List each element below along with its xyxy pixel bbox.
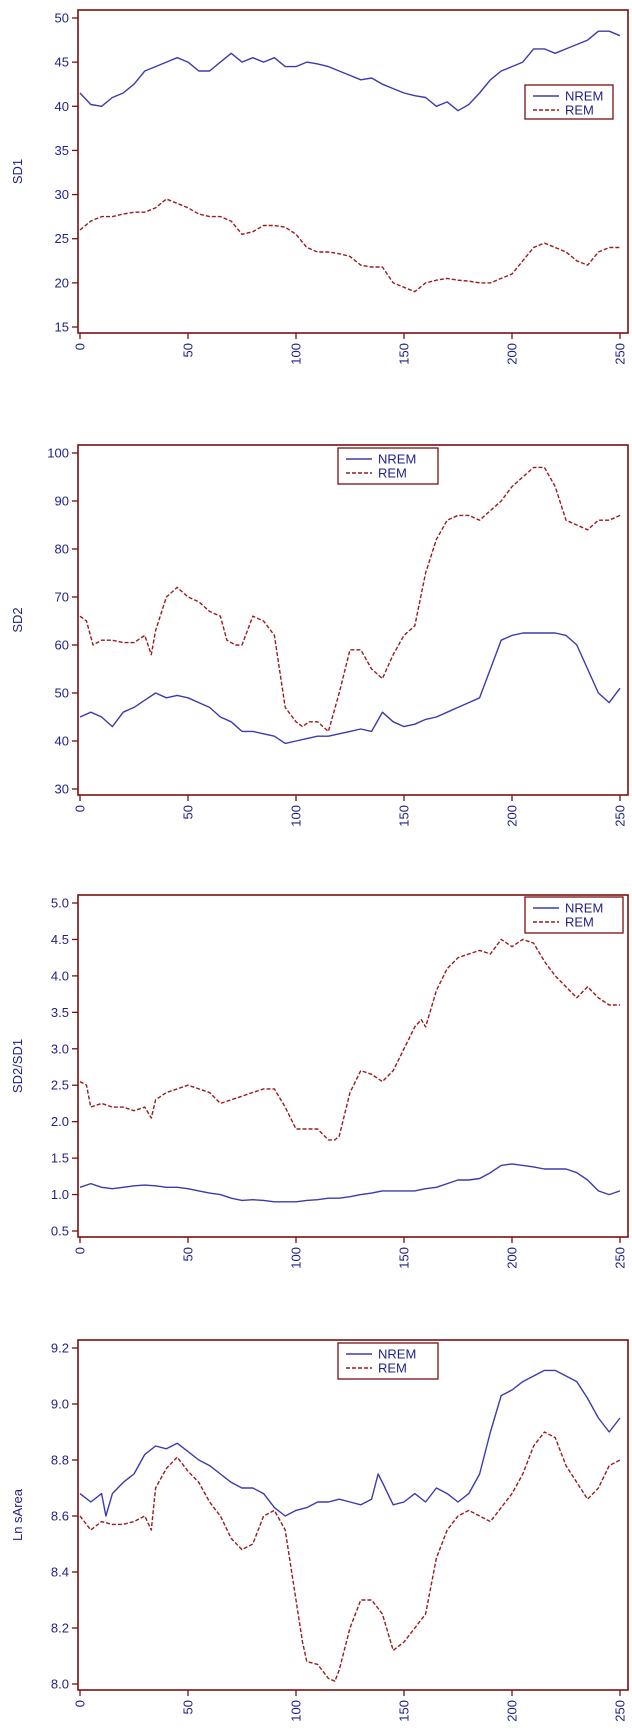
y-tick-label: 5.0 [51, 896, 69, 911]
x-tick-label: 200 [505, 1700, 520, 1722]
y-tick-label: 8.0 [51, 1677, 69, 1692]
x-tick-label: 250 [613, 1247, 628, 1269]
x-tick-label: 0 [73, 1700, 88, 1707]
legend-label: REM [565, 103, 594, 118]
series-line-nrem [79, 1163, 621, 1203]
x-tick-label: 50 [181, 805, 196, 819]
y-tick-label: 20 [55, 275, 69, 290]
y-tick-label: 45 [55, 55, 69, 70]
series-line-rem [79, 198, 620, 293]
x-tick-label: 100 [289, 805, 304, 827]
x-tick-label: 0 [73, 805, 88, 812]
y-tick-label: 1.5 [51, 1151, 69, 1166]
plot-frame [77, 894, 629, 1238]
legend-label: NREM [565, 89, 603, 104]
chart-panel-4: 8.0 8.2 8.4 8.6 8.8 9.0 9.2 0 50 100 150 200 250 Ln s… [10, 1339, 629, 1722]
y-tick-label: 25 [55, 231, 69, 246]
y-tick-label: 35 [55, 143, 69, 158]
x-tick-label: 0 [73, 343, 88, 350]
y-tick-label: 2.0 [51, 1114, 69, 1129]
legend-label: REM [565, 915, 594, 930]
y-tick-label: 1.0 [51, 1187, 69, 1202]
x-tick-label: 200 [505, 343, 520, 365]
x-tick-label: 250 [613, 1700, 628, 1722]
y-tick-label: 90 [55, 494, 69, 509]
x-tick-label: 200 [505, 805, 520, 827]
y-axis-label: Ln sArea [10, 1488, 25, 1541]
x-tick-label: 0 [73, 1247, 88, 1254]
legend-label: NREM [378, 1347, 416, 1362]
y-tick-label: 50 [55, 11, 69, 26]
y-tick-label: 8.4 [51, 1565, 69, 1580]
plot-frame [77, 1339, 629, 1691]
legend-label: NREM [565, 901, 603, 916]
y-tick-label: 3.5 [51, 1005, 69, 1020]
x-tick-label: 50 [181, 343, 196, 357]
series-line-nrem [79, 632, 621, 745]
y-tick-label: 4.0 [51, 968, 69, 983]
y-axis-label: SD2 [10, 607, 25, 632]
y-tick-label: 30 [55, 187, 69, 202]
plot-frame [77, 444, 629, 796]
x-tick-label: 150 [397, 1700, 412, 1722]
x-tick-label: 150 [397, 1247, 412, 1269]
x-tick-label: 150 [397, 805, 412, 827]
series-line-rem [79, 1431, 621, 1682]
y-tick-label: 4.5 [51, 932, 69, 947]
x-tick-label: 250 [613, 805, 628, 827]
y-tick-label: 100 [47, 446, 69, 461]
chart-panel-3: 0.5 1.0 1.5 2.0 2.5 3.0 3.5 4.0 4.5 5.0 0 50 100 150 2… [10, 894, 629, 1269]
y-tick-label: 60 [55, 638, 69, 653]
x-tick-label: 100 [289, 343, 304, 365]
legend-label: REM [378, 466, 407, 481]
x-tick-label: 150 [397, 343, 412, 365]
y-tick-label: 8.2 [51, 1621, 69, 1636]
y-tick-label: 40 [55, 734, 69, 749]
legend-box [337, 447, 439, 485]
legend-box [524, 896, 624, 934]
x-tick-label: 250 [613, 343, 628, 365]
y-axis-label: SD2/SD1 [10, 1039, 25, 1093]
legend-box [524, 84, 614, 120]
legend-label: NREM [378, 452, 416, 467]
y-tick-label: 9.0 [51, 1397, 69, 1412]
x-tick-label: 50 [181, 1247, 196, 1261]
y-tick-label: 80 [55, 542, 69, 557]
y-tick-label: 70 [55, 590, 69, 605]
y-tick-label: 8.8 [51, 1453, 69, 1468]
y-tick-label: 3.0 [51, 1041, 69, 1056]
plot-frame [77, 9, 629, 334]
chart-panel-1: 15 20 25 30 35 40 45 50 0 50 100 150 200 250 SD1 NREMRE… [10, 9, 629, 365]
chart-panel-2: 30 40 50 60 70 80 90 100 0 50 100 150 200 250 SD2 NREMR… [10, 444, 629, 827]
series-line-rem [79, 938, 620, 1141]
x-tick-label: 100 [289, 1700, 304, 1722]
y-tick-label: 50 [55, 686, 69, 701]
series-line-nrem [79, 1369, 621, 1517]
y-tick-label: 0.5 [51, 1224, 69, 1239]
x-tick-label: 100 [289, 1247, 304, 1269]
series-line-rem [79, 466, 621, 733]
y-tick-label: 8.6 [51, 1509, 69, 1524]
legend-label: REM [378, 1361, 407, 1376]
y-tick-label: 40 [55, 99, 69, 114]
legend-box [337, 1342, 439, 1380]
series-line-nrem [79, 30, 621, 112]
x-tick-label: 50 [181, 1700, 196, 1714]
x-tick-label: 200 [505, 1247, 520, 1269]
y-tick-label: 15 [55, 320, 69, 335]
y-axis-label: SD1 [10, 159, 25, 184]
y-tick-label: 30 [55, 782, 69, 797]
y-tick-label: 9.2 [51, 1341, 69, 1356]
y-tick-label: 2.5 [51, 1078, 69, 1093]
